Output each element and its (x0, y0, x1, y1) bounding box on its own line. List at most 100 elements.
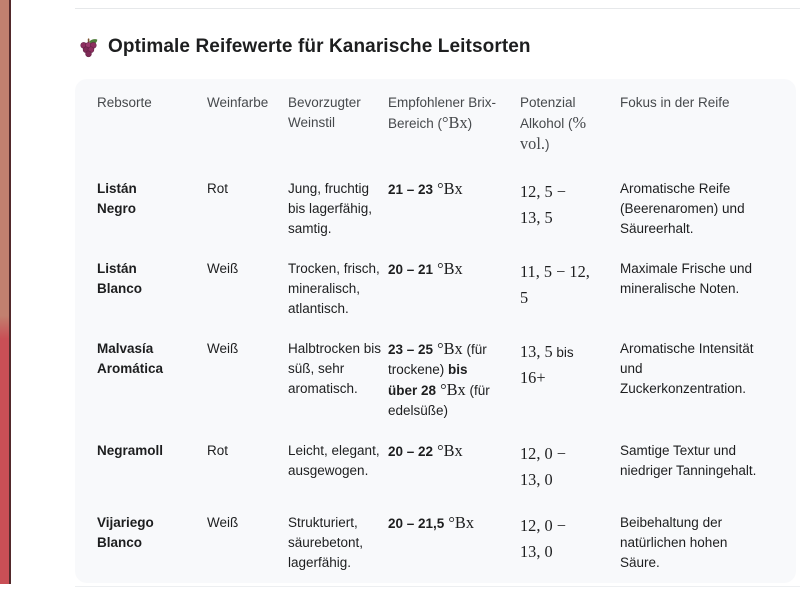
math-text: °Bx (444, 513, 474, 532)
table-row: Listán Blanco Weiß Trocken, frisch, minera… (97, 259, 770, 319)
text-segment: Trocken, frisch, mineralisch, atlantisch… (288, 261, 380, 316)
text-segment: 20 – 21 (388, 262, 434, 277)
math-text: 12, 0 − 13, 0 (520, 444, 566, 489)
table-cell: 12, 0 − 13, 0 (520, 441, 620, 493)
text-segment: 23 – 25 (388, 342, 434, 357)
text-segment: Beibehaltung der natürlichen hohen Säure… (620, 515, 728, 570)
math-text: °Bx (433, 259, 463, 278)
table-cell: 20 – 22 °Bx (388, 441, 520, 493)
text-segment: Fokus in der Reife (620, 95, 730, 110)
table-cell: Vijariego Blanco (97, 513, 207, 573)
text-segment: Bevorzugter Weinstil (288, 95, 361, 130)
text-segment: Malvasía Aromática (97, 341, 164, 376)
text-segment: (für trockene) (388, 342, 487, 377)
table-row: Listán Negro Rot Jung, fruchtig bis lagerf… (97, 179, 770, 239)
table-cell: Strukturiert, säurebetont, lagerfähig. (288, 513, 388, 573)
left-accent-bar (0, 0, 11, 584)
header-cell: Rebsorte (97, 93, 207, 155)
table-cell: Malvasía Aromática (97, 339, 207, 421)
table-cell: 12, 5 − 13, 5 (520, 179, 620, 239)
text-segment: bis über 28 (388, 362, 468, 398)
table-cell: 13, 5 bis 16+ (520, 339, 620, 421)
text-segment: Weiß (207, 341, 239, 356)
text-segment: Negramoll (97, 443, 164, 458)
math-text: °Bx (433, 441, 463, 460)
text-segment: Vijariego Blanco (97, 515, 154, 550)
grapes-icon (80, 37, 98, 57)
table-cell: Aromatische Reife (Beerenaromen) und Säu… (620, 179, 770, 239)
text-segment: Leicht, elegant, ausgewogen. (288, 443, 380, 478)
table-cell: Halbtrocken bis süß, sehr aromatisch. (288, 339, 388, 421)
math-text: 12, 5 − 13, 5 (520, 182, 566, 227)
text-segment: Rot (207, 181, 229, 196)
content-area: Optimale Reifewerte für Kanarische Leits… (75, 9, 796, 583)
text-segment: Halbtrocken bis süß, sehr aromatisch. (288, 341, 382, 396)
results-table-panel: Rebsorte Weinfarbe Bevorzugter Weinstil Emp… (75, 79, 796, 583)
table-row: Negramoll Rot Leicht, elegant, ausgewogen.… (97, 441, 770, 493)
text-segment: Weiß (207, 515, 239, 530)
table-cell: Maximale Frische und mineralische Noten. (620, 259, 770, 319)
text-segment: Listán Blanco (97, 261, 143, 296)
table-cell: 20 – 21 °Bx (388, 259, 520, 319)
text-segment: Potenzial Alkohol ( (520, 95, 576, 131)
math-text: °Bx (433, 179, 463, 198)
table-cell: Weiß (207, 513, 288, 573)
table-cell: Beibehaltung der natürlichen hohen Säure… (620, 513, 770, 573)
math-text: 16+ (520, 368, 546, 387)
text-segment: Aromatische Intensität und Zuckerkonzent… (620, 341, 754, 396)
text-segment: 20 – 22 (388, 444, 434, 459)
text-segment: Maximale Frische und mineralische Noten. (620, 261, 753, 296)
text-segment: Samtige Textur und niedriger Tanningehal… (620, 443, 757, 478)
text-segment: Listán Negro (97, 181, 137, 216)
text-segment: Rot (207, 443, 229, 458)
math-text: 11, 5 − 12, 5 (520, 262, 590, 307)
bottom-divider (75, 586, 800, 587)
table-rows: Listán Negro Rot Jung, fruchtig bis lagerf… (97, 179, 770, 573)
table-cell: 11, 5 − 12, 5 (520, 259, 620, 319)
table-cell: Trocken, frisch, mineralisch, atlantisch… (288, 259, 388, 319)
table-cell: Weiß (207, 339, 288, 421)
table-row: Vijariego Blanco Weiß Strukturiert, säureb… (97, 513, 770, 573)
math-text: °Bx (433, 339, 463, 358)
math-text: 12, 0 − 13, 0 (520, 516, 566, 561)
table-cell: Listán Negro (97, 179, 207, 239)
text-segment: ) (544, 137, 550, 152)
text-segment: Jung, fruchtig bis lagerfähig, samtig. (288, 181, 373, 236)
text-segment: 20 – 21,5 (388, 516, 445, 531)
header-cell: Fokus in der Reife (620, 93, 770, 155)
math-text: °Bx (442, 113, 468, 132)
table-cell: 23 – 25 °Bx (für trockene) bis über 28 °… (388, 339, 520, 421)
table-cell: Rot (207, 179, 288, 239)
table-cell: Listán Blanco (97, 259, 207, 319)
section-title-row: Optimale Reifewerte für Kanarische Leits… (78, 36, 796, 58)
header-cell: Weinfarbe (207, 93, 288, 155)
text-segment: Aromatische Reife (Beerenaromen) und Säu… (620, 181, 745, 236)
text-segment: Weiß (207, 261, 239, 276)
table-cell: Negramoll (97, 441, 207, 493)
text-segment: 21 – 23 (388, 182, 434, 197)
text-segment: Strukturiert, säurebetont, lagerfähig. (288, 515, 364, 570)
text-segment: ) (467, 116, 473, 131)
math-text: °Bx (436, 380, 466, 399)
table-cell: Aromatische Intensität und Zuckerkonzent… (620, 339, 770, 421)
math-text: % vol. (520, 113, 587, 153)
header-cell: Empfohlener Brix-Bereich (°Bx) (388, 93, 520, 155)
table-cell: Rot (207, 441, 288, 493)
text-segment: Empfohlener Brix-Bereich ( (388, 95, 497, 131)
table-cell: 12, 0 − 13, 0 (520, 513, 620, 573)
text-segment: Weinfarbe (207, 95, 269, 110)
table-cell: 21 – 23 °Bx (388, 179, 520, 239)
top-divider (75, 8, 800, 9)
table-cell: Weiß (207, 259, 288, 319)
table-cell: Leicht, elegant, ausgewogen. (288, 441, 388, 493)
table-cell: Samtige Textur und niedriger Tanningehal… (620, 441, 770, 493)
table-cell: Jung, fruchtig bis lagerfähig, samtig. (288, 179, 388, 239)
header-cell: Potenzial Alkohol (% vol.) (520, 93, 620, 155)
header-cell: Bevorzugter Weinstil (288, 93, 388, 155)
table-row: Malvasía Aromática Weiß Halbtrocken bis sü… (97, 339, 770, 421)
table-header-row: Rebsorte Weinfarbe Bevorzugter Weinstil Emp… (97, 93, 770, 155)
text-segment: (für edelsüße) (388, 383, 490, 418)
math-text: 13, 5 (520, 342, 553, 361)
text-segment: bis (552, 345, 574, 360)
page-title: Optimale Reifewerte für Kanarische Leits… (108, 36, 531, 57)
